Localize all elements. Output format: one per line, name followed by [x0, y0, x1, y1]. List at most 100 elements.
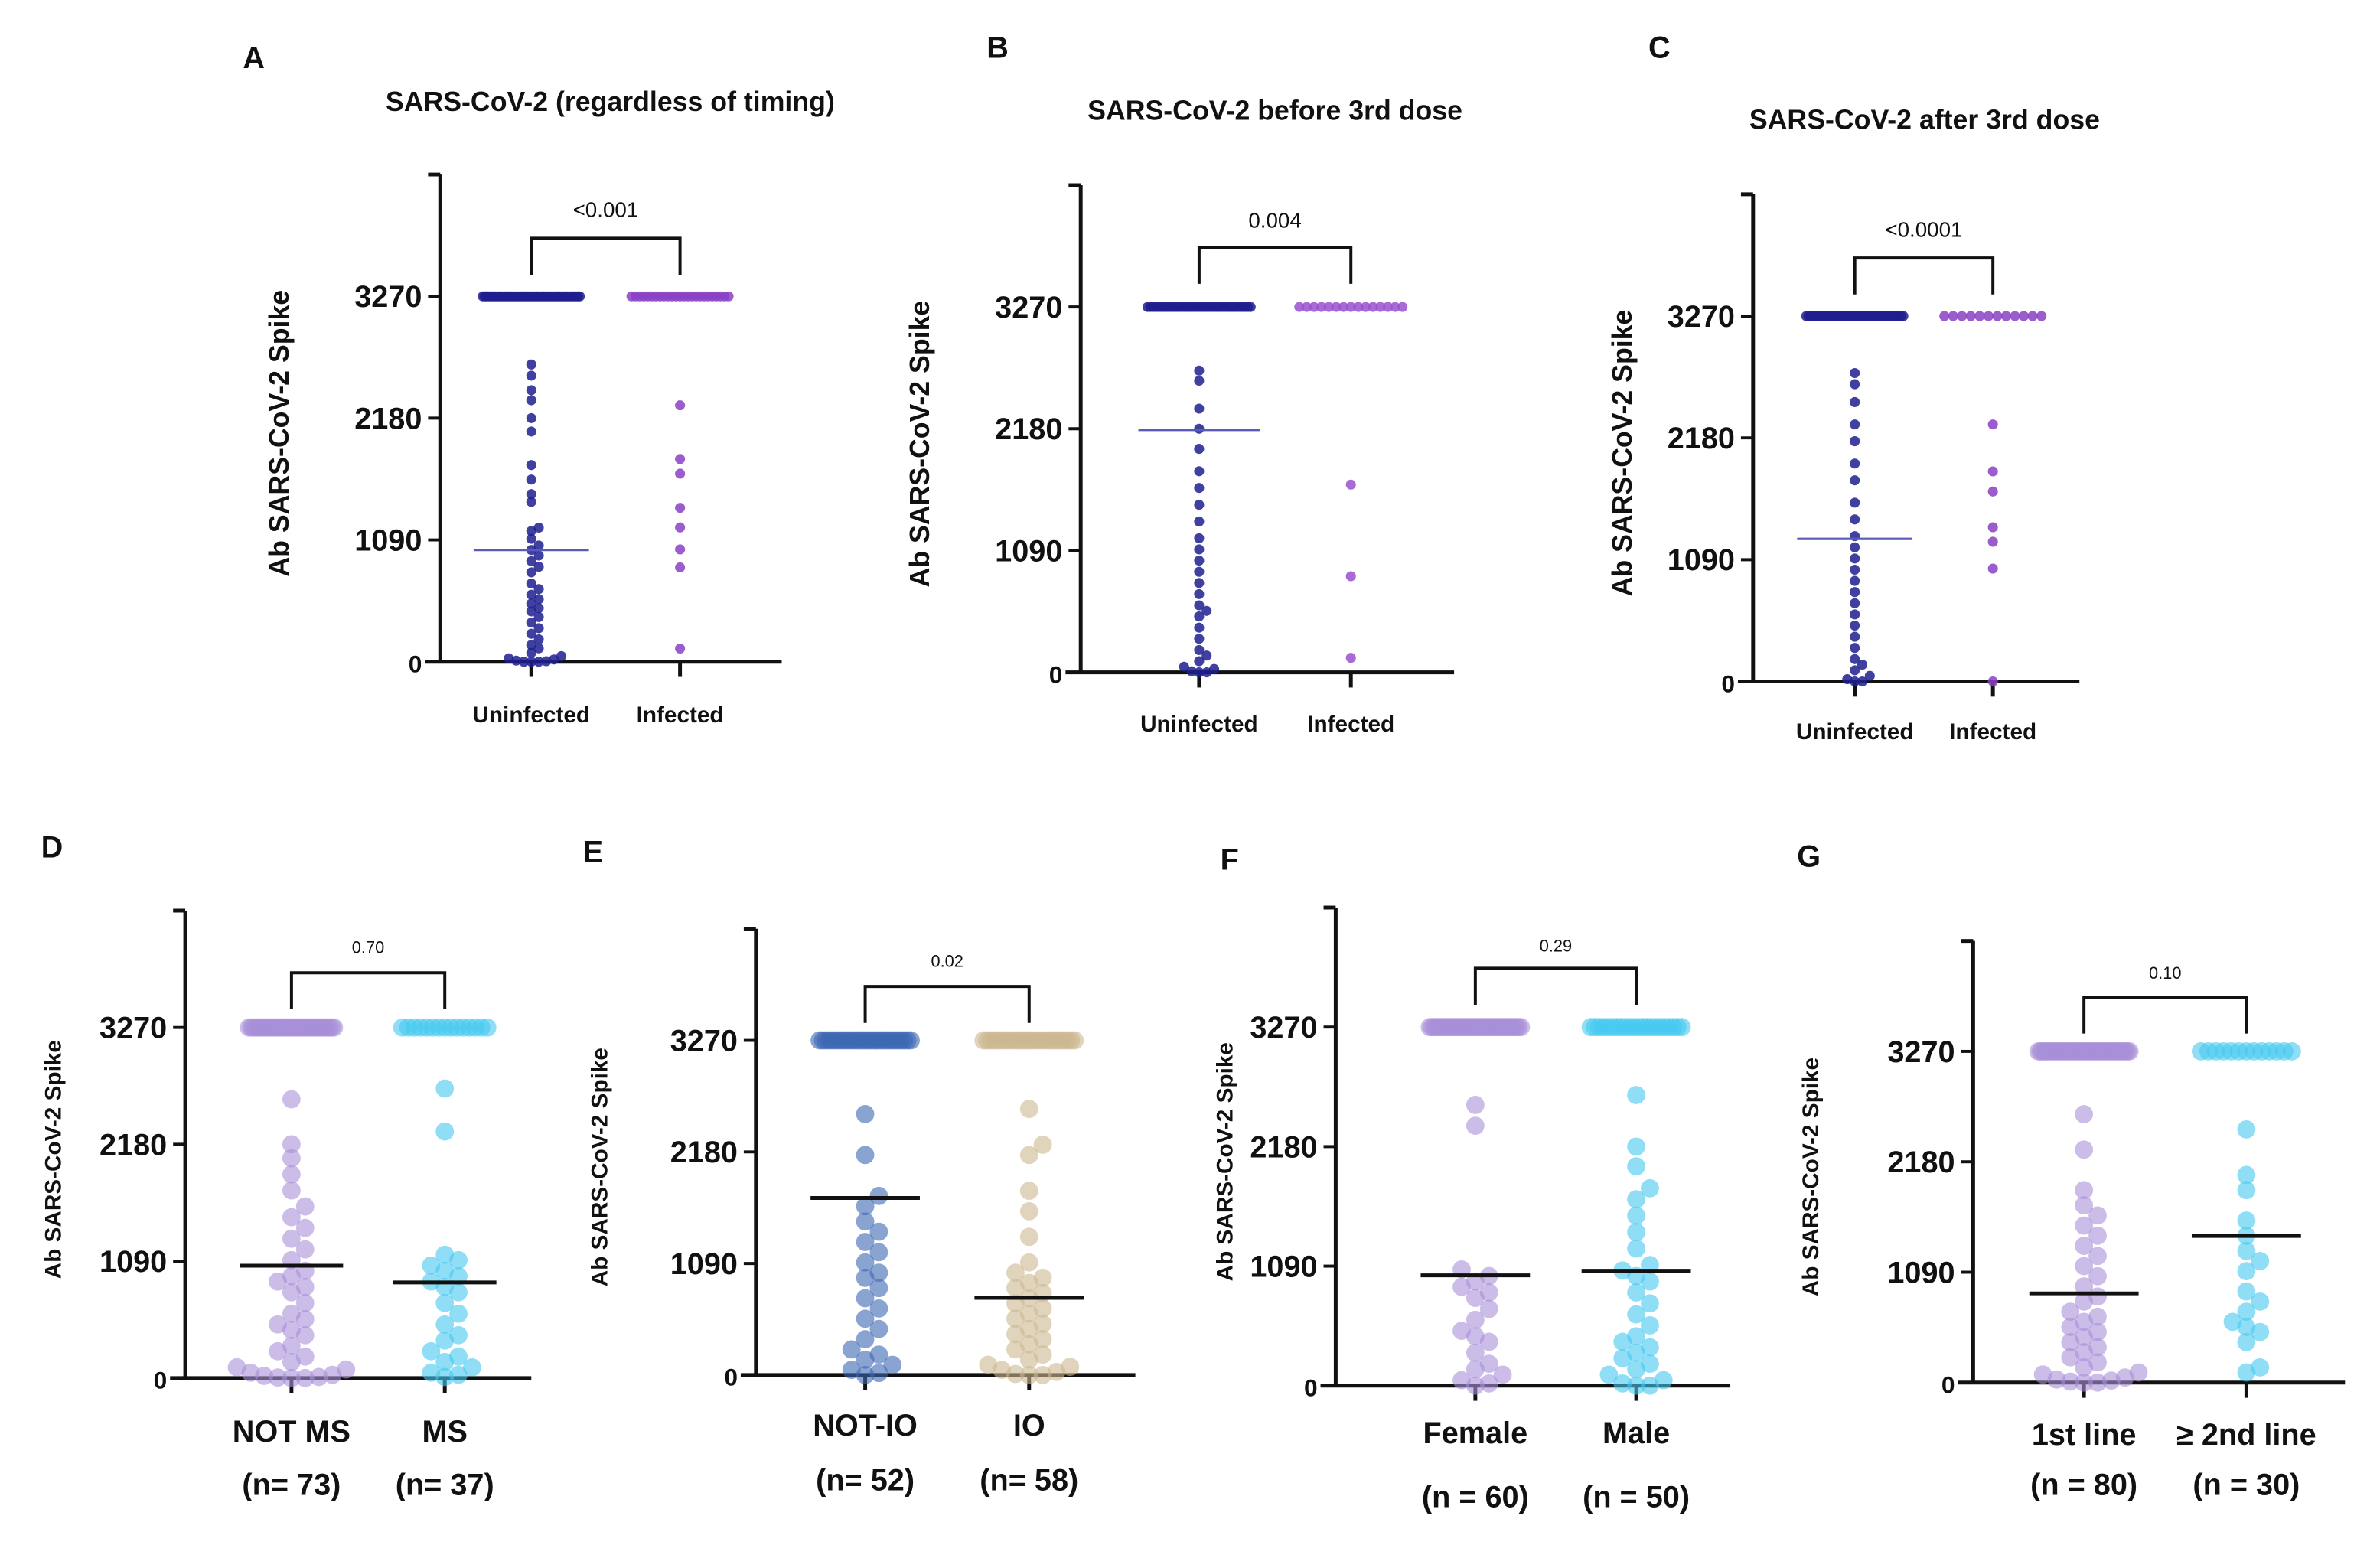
data-point [1898, 311, 1909, 321]
data-point [869, 1345, 888, 1364]
data-point [1983, 311, 1994, 321]
data-point [2237, 1211, 2256, 1230]
data-point [295, 1368, 315, 1387]
data-point [533, 594, 544, 605]
data-point [675, 562, 686, 573]
data-point [1194, 600, 1205, 611]
data-point [1948, 311, 1958, 321]
data-point [295, 1218, 315, 1237]
data-point [526, 489, 536, 500]
data-point [883, 1355, 902, 1374]
panel-e: E Ab SARS-CoV-2 Spike 0 1090 2180 3270 0.02 NOT… [583, 836, 1136, 1498]
data-point [1006, 1325, 1025, 1344]
data-point [1957, 311, 1968, 321]
data-point [1368, 302, 1378, 312]
data-point [1019, 1201, 1038, 1221]
significance-bracket [1853, 256, 1995, 295]
data-point [1019, 1350, 1038, 1369]
data-point [1019, 1253, 1038, 1272]
data-point [1465, 1343, 1485, 1362]
data-point [675, 544, 686, 555]
data-point [675, 643, 686, 654]
data-point [2251, 1252, 2270, 1270]
data-point [435, 1367, 455, 1387]
data-point [1245, 302, 1256, 312]
data-point [1987, 676, 1998, 687]
data-point [533, 623, 544, 634]
panel-a: A SARS-CoV-2 (regardless of timing) Ab SAR… [243, 41, 834, 728]
panel-letter: C [1648, 31, 1671, 64]
data-point [533, 522, 544, 533]
data-point [1360, 302, 1371, 312]
data-point [269, 1341, 287, 1361]
data-point [1511, 1018, 1531, 1037]
data-point [1850, 575, 1860, 586]
data-point [856, 1309, 875, 1328]
category-label: NOT MS [233, 1415, 350, 1449]
data-point [1345, 302, 1356, 312]
data-point [2088, 1373, 2107, 1392]
y-tick-label: 0 [1304, 1374, 1318, 1402]
data-point [869, 1319, 888, 1338]
y-tick-label: 1090 [354, 523, 422, 557]
y-tick-label: 2180 [1668, 422, 1735, 455]
data-point [227, 1358, 246, 1377]
data-point [1654, 1371, 1673, 1390]
data-point [1331, 302, 1342, 312]
data-point [1850, 396, 1860, 408]
data-point [1850, 475, 1860, 486]
data-point [2088, 1307, 2107, 1326]
data-point [869, 1279, 888, 1298]
data-point [1850, 609, 1860, 620]
data-point [282, 1283, 301, 1302]
data-point [1627, 1343, 1645, 1362]
data-point [269, 1272, 287, 1291]
data-point [422, 1256, 441, 1275]
data-point [449, 1304, 468, 1323]
data-point [1194, 444, 1205, 455]
data-point [2251, 1358, 2270, 1377]
data-point [241, 1363, 260, 1382]
data-point [2075, 1343, 2094, 1361]
panel-letter: B [986, 31, 1009, 64]
data-point [449, 1250, 468, 1270]
data-point [1479, 1283, 1498, 1302]
data-point [526, 385, 536, 396]
data-point [526, 533, 536, 544]
data-point [1493, 1365, 1512, 1384]
data-point [462, 1358, 481, 1377]
data-point [1641, 1338, 1659, 1357]
panel-d: D Ab SARS-CoV-2 Spike 0 1090 2180 3270 0.70 NOT… [41, 831, 532, 1502]
data-point [1850, 497, 1860, 508]
data-point [675, 522, 686, 533]
data-point [2075, 1373, 2094, 1392]
data-point [869, 1263, 888, 1283]
data-point [2088, 1266, 2107, 1286]
y-tick-label: 3270 [1250, 1011, 1317, 1045]
data-point [526, 370, 536, 381]
data-point [309, 1367, 328, 1387]
group-n-label: (n= 73) [242, 1468, 341, 1502]
data-point [1641, 1272, 1659, 1291]
data-point [511, 655, 522, 666]
chart-title: SARS-CoV-2 after 3rd dose [1749, 105, 2100, 135]
data-point [435, 1352, 455, 1371]
data-point [1627, 1206, 1645, 1225]
y-tick-label: 1090 [995, 534, 1062, 568]
data-point [282, 1266, 301, 1286]
data-point [1939, 311, 1950, 321]
group-n-label: (n = 50) [1583, 1480, 1690, 1514]
data-point [533, 540, 544, 551]
data-point [1006, 1263, 1025, 1283]
data-point [1465, 1096, 1485, 1114]
category-label: NOT-IO [813, 1409, 918, 1442]
y-tick-label: 0 [724, 1364, 738, 1391]
data-point [2237, 1120, 2256, 1139]
category-label: Male [1602, 1416, 1670, 1450]
y-axis-label: Ab SARS-CoV-2 Spike [587, 1048, 612, 1286]
data-point [1641, 1316, 1659, 1335]
data-point [435, 1315, 455, 1334]
data-point [526, 618, 536, 628]
y-tick-label: 3270 [1668, 300, 1735, 334]
data-point [2237, 1262, 2256, 1281]
